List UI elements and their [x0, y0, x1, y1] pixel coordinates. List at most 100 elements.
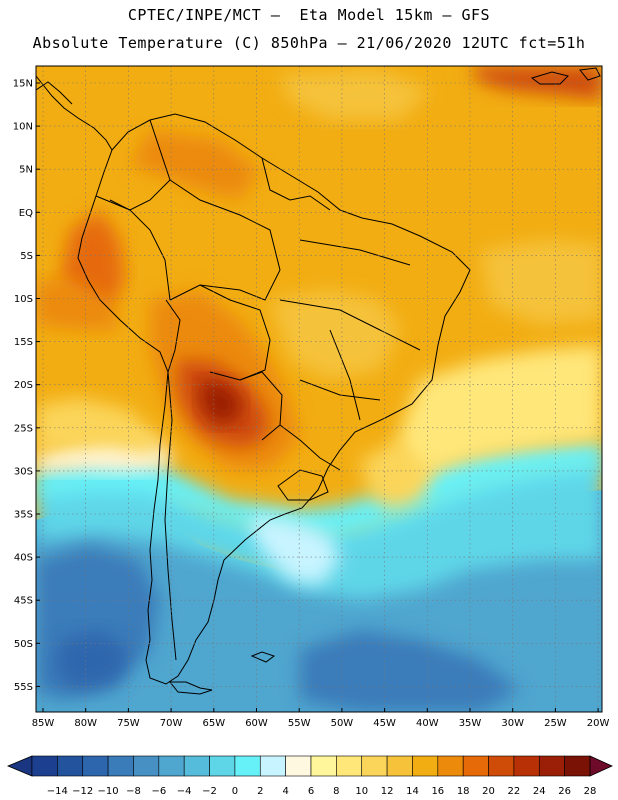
legend-label: 8 — [333, 786, 339, 797]
tierra-del-fuego — [168, 681, 213, 695]
lon-label: 20W — [587, 718, 610, 729]
caribbean-island — [530, 71, 569, 85]
legend-label: −10 — [98, 786, 119, 797]
lat-label: 25S — [14, 423, 33, 434]
legend-label: 12 — [381, 786, 394, 797]
field-yellow-coast — [360, 440, 430, 510]
lat-label: EQ — [19, 208, 33, 219]
legend-label: 14 — [406, 786, 419, 797]
lon-label: 40W — [416, 718, 439, 729]
lat-label: 5S — [20, 251, 33, 262]
field-yellow — [36, 398, 160, 455]
legend-label: 18 — [457, 786, 470, 797]
legend-color-box — [31, 755, 58, 777]
field-light-orange-north — [280, 70, 430, 120]
field-light-orange — [270, 290, 400, 380]
field-pale-blue — [250, 515, 340, 585]
lat-label: 20S — [14, 380, 33, 391]
legend-label: −12 — [72, 786, 93, 797]
legend-label: 22 — [508, 786, 521, 797]
lon-label: 70W — [160, 718, 183, 729]
legend-color-box — [107, 755, 134, 777]
legend-arrow-high — [589, 755, 613, 777]
legend-label: 16 — [431, 786, 444, 797]
legend-label: 24 — [533, 786, 546, 797]
border-andes — [165, 299, 181, 373]
legend-color-box — [437, 755, 464, 777]
lat-label: 10S — [14, 294, 33, 305]
lon-label: 80W — [74, 718, 97, 729]
field-cold-core-east — [300, 630, 520, 712]
lon-label: 85W — [32, 718, 55, 729]
lat-label: 30S — [14, 466, 33, 477]
central-america-coastline — [36, 75, 113, 151]
legend-color-box — [462, 755, 489, 777]
longitude-labels: 85W 80W 75W 70W 65W 60W 55W 50W 45W 40W 35W 30W 25W 2… — [32, 708, 610, 729]
legend-color-box — [259, 755, 286, 777]
field-chaco-core — [200, 380, 242, 424]
lat-label: 15S — [14, 337, 33, 348]
legend-color-box — [57, 755, 84, 777]
legend-label: −8 — [126, 786, 141, 797]
legend-label: 20 — [482, 786, 495, 797]
lon-label: 25W — [544, 718, 567, 729]
field-cold-pocket — [55, 630, 130, 690]
border-brazil-west — [169, 179, 281, 301]
lat-label: 15N — [13, 79, 33, 90]
border-chile-argentina — [164, 371, 177, 661]
map-title-line-2: Absolute Temperature (C) 850hPa – 21/06/… — [32, 34, 586, 52]
legend-label: 4 — [282, 786, 288, 797]
coastlines — [36, 67, 601, 695]
legend-label: −2 — [202, 786, 217, 797]
legend-color-box — [361, 755, 388, 777]
legend-color-box — [488, 755, 515, 777]
falklands — [250, 651, 276, 663]
field-light-orange-ocean — [480, 240, 602, 325]
legend-label: −6 — [151, 786, 166, 797]
caribbean-island-2 — [579, 67, 601, 81]
legend-label: −4 — [177, 786, 192, 797]
legend-label: −14 — [47, 786, 68, 797]
legend-color-box — [209, 755, 236, 777]
lat-label: 5N — [19, 165, 33, 176]
legend-label: 28 — [584, 786, 597, 797]
legend-color-box — [386, 755, 413, 777]
border-guianas — [261, 157, 331, 211]
latitude-labels: 15N 10N 5N EQ 5S 10S 15S 20S 25S 30S 35S 40S 45S 50S 5… — [13, 79, 40, 693]
legend-color-box — [133, 755, 160, 777]
lon-label: 55W — [288, 718, 311, 729]
field-yellow-east — [395, 345, 602, 490]
lat-label: 50S — [14, 639, 33, 650]
lon-label: 45W — [373, 718, 396, 729]
border-argentina-brazil — [279, 424, 341, 471]
temperature-field — [36, 66, 602, 712]
central-america-coast-north — [36, 81, 73, 105]
color-scale-legend — [6, 755, 613, 777]
legend-color-box — [310, 755, 337, 777]
legend-label: 26 — [558, 786, 571, 797]
legend-color-box — [564, 755, 591, 777]
lon-label: 60W — [245, 718, 268, 729]
legend-label: 0 — [232, 786, 238, 797]
legend-label: 2 — [257, 786, 263, 797]
legend-color-box — [234, 755, 261, 777]
lon-label: 50W — [331, 718, 354, 729]
border-brazil-states — [279, 239, 421, 421]
south-america-coastline — [77, 113, 471, 685]
legend-color-box — [285, 755, 312, 777]
lat-label: 40S — [14, 553, 33, 564]
lat-label: 45S — [14, 596, 33, 607]
legend-color-box — [336, 755, 363, 777]
legend-label: 10 — [355, 786, 368, 797]
lon-label: 35W — [459, 718, 482, 729]
lon-label: 75W — [117, 718, 140, 729]
map-frame — [35, 65, 603, 713]
legend-color-box — [158, 755, 185, 777]
field-venezuela-orange — [130, 130, 260, 200]
legend-arrow-low — [6, 755, 33, 777]
map-title-line-1: CPTEC/INPE/MCT – Eta Model 15km – GFS — [127, 6, 491, 24]
legend-label: 6 — [308, 786, 314, 797]
legend-color-box — [183, 755, 210, 777]
border-paraguay — [239, 371, 283, 441]
